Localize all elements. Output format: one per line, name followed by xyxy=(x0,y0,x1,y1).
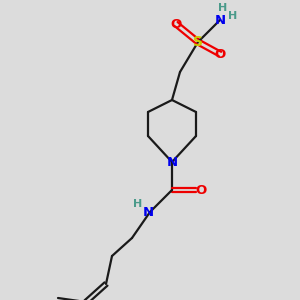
Text: H: H xyxy=(134,199,142,209)
Text: O: O xyxy=(195,184,207,196)
Text: N: N xyxy=(214,14,226,26)
Text: H: H xyxy=(218,3,228,13)
Text: N: N xyxy=(142,206,154,218)
Text: O: O xyxy=(170,17,182,31)
Text: S: S xyxy=(193,35,203,49)
Text: H: H xyxy=(228,11,238,21)
Text: O: O xyxy=(214,47,226,61)
Text: N: N xyxy=(167,155,178,169)
